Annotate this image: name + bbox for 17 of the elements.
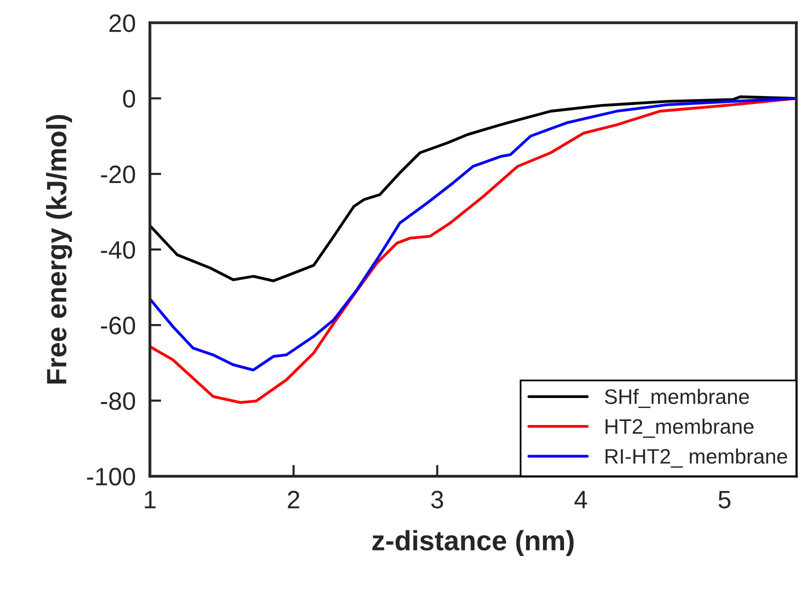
legend-label: HT2_membrane <box>606 418 754 438</box>
x-tick-label: 1 <box>144 491 156 508</box>
x-tick-label: 2 <box>288 490 300 508</box>
x-tick-label: 4 <box>574 491 588 508</box>
x-axis-title: z-distance (nm) <box>372 530 574 556</box>
x-tick-label: 3 <box>431 490 444 508</box>
y-tick-label: -80 <box>101 392 136 410</box>
y-tick-label: -60 <box>101 316 136 334</box>
y-tick-label: -100 <box>87 468 136 486</box>
legend-label: SHf_membrane <box>604 388 749 408</box>
x-tick-label: 5 <box>718 491 730 508</box>
y-tick-label: -40 <box>101 241 136 259</box>
y-tick-label: 0 <box>123 90 136 108</box>
y-axis-title: Free energy (kJ/mol) <box>46 115 72 384</box>
y-tick-label: 20 <box>109 14 136 32</box>
legend-label: RI-HT2_ membrane <box>606 448 788 468</box>
y-tick-label: -20 <box>101 166 136 184</box>
